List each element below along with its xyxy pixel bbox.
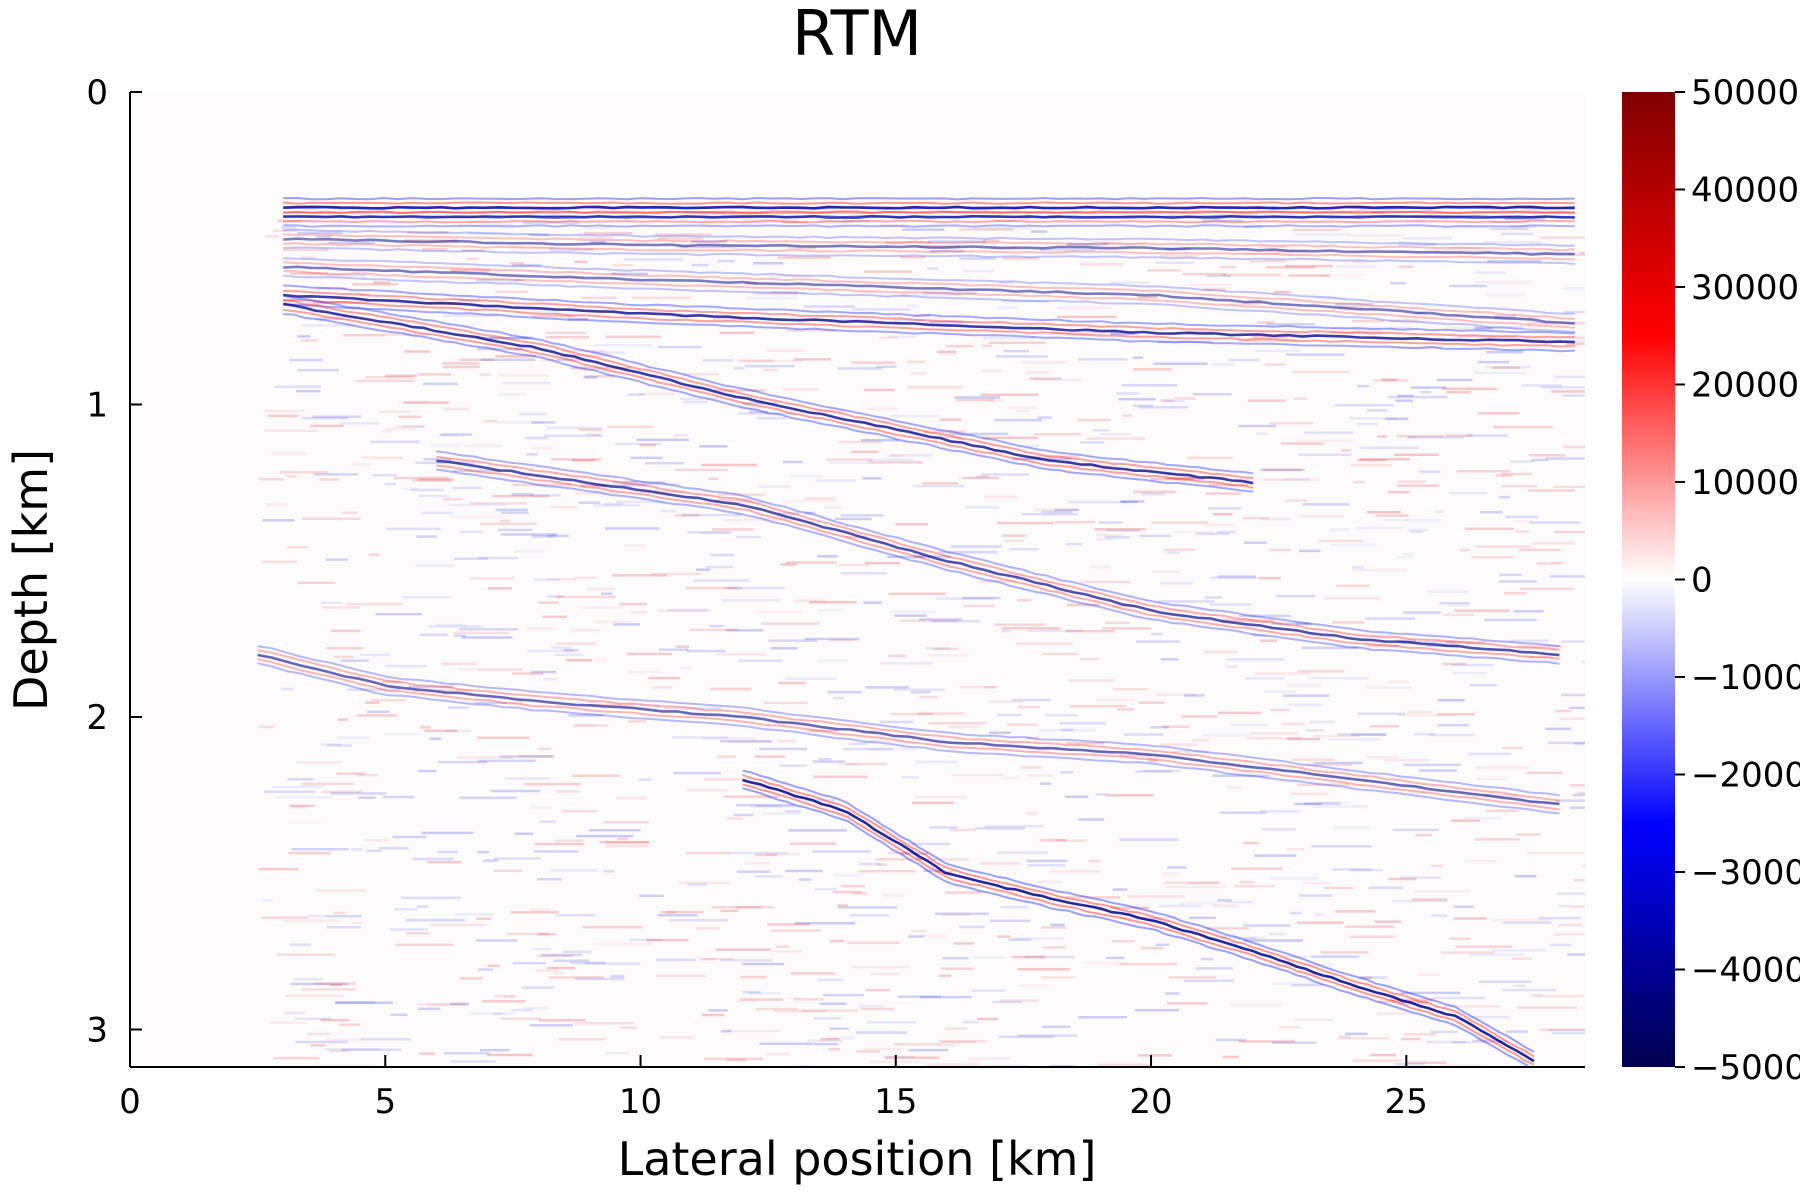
reflector <box>742 769 1535 1067</box>
colorbar-tick-label: 10000 <box>1691 463 1799 503</box>
seismic-image <box>257 196 1585 1067</box>
colorbar-tick-label: −10000 <box>1691 658 1800 698</box>
colorbar-tick-label: −50000 <box>1691 1048 1800 1088</box>
reflector <box>283 228 1575 265</box>
reflector <box>283 257 1575 333</box>
plot-area <box>130 92 1585 1067</box>
chart-title: RTM <box>792 0 922 70</box>
colorbar-tick-label: −20000 <box>1691 756 1800 796</box>
colorbar-tick-label: 20000 <box>1691 366 1799 406</box>
colorbar-tick-label: 0 <box>1691 561 1713 601</box>
x-tick-label: 10 <box>619 1082 662 1122</box>
colorbar-tick-label: −30000 <box>1691 853 1800 893</box>
reflector <box>282 294 1254 493</box>
x-tick-label: 20 <box>1129 1082 1172 1122</box>
y-tick-label: 3 <box>86 1011 108 1051</box>
y-tick-label: 0 <box>86 73 108 113</box>
colorbar-tick-label: 30000 <box>1691 268 1799 308</box>
reflector <box>257 645 1560 815</box>
colorbar-tick-label: −40000 <box>1691 951 1800 991</box>
y-tick-label: 2 <box>86 698 108 738</box>
x-axis-label: Lateral position [km] <box>618 1132 1097 1186</box>
x-tick-label: 15 <box>874 1082 917 1122</box>
y-tick-label: 1 <box>86 386 108 426</box>
reflector <box>436 450 1560 665</box>
colorbar-ticks: 50000 40000 30000 20000 10000 0 −10000 −20000 −3… <box>1675 73 1800 1088</box>
y-axis-label: Depth [km] <box>4 449 58 711</box>
x-axis-ticks: 0 5 10 15 20 25 <box>119 1055 1428 1122</box>
reflector <box>283 206 1575 228</box>
colorbar <box>1622 92 1675 1067</box>
reflector <box>283 284 1575 353</box>
y-axis-ticks: 0 1 2 3 <box>86 73 142 1051</box>
x-tick-label: 25 <box>1385 1082 1428 1122</box>
colorbar-tick-label: 40000 <box>1691 171 1799 211</box>
x-tick-label: 0 <box>119 1082 141 1122</box>
colorbar-tick-label: 50000 <box>1691 73 1799 113</box>
x-tick-label: 5 <box>374 1082 396 1122</box>
